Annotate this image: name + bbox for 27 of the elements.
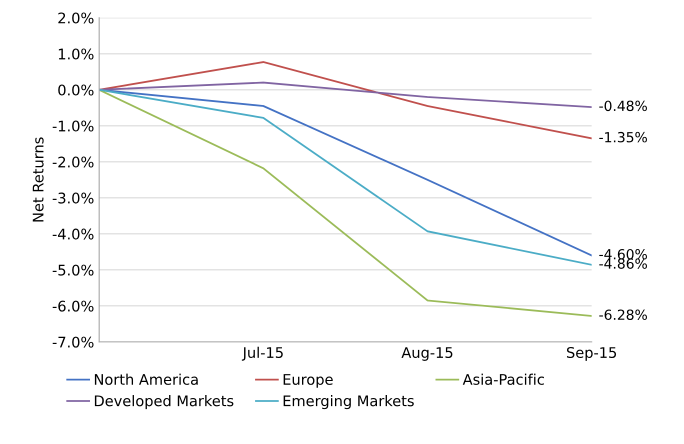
y-tick-label: 0.0% [58,84,94,96]
x-tick-label: Jul-15 [242,346,283,361]
x-tick-label: Aug-15 [401,347,452,361]
legend-label: Developed Markets [94,395,234,410]
legend-label: Asia-Pacific [462,374,544,385]
y-tick-label: -7.0% [52,336,94,348]
line-series [99,82,592,108]
y-tick-label: 2.0% [58,12,94,24]
legend-label: Europe [284,374,333,388]
legend-label: North America [94,374,198,385]
data-label: -1.35% [599,132,647,142]
line-series [99,61,592,140]
y-tick-label: -5.0% [52,264,94,276]
x-tick-label: Sep-15 [566,347,616,361]
y-tick-label: -2.0% [52,156,94,168]
y-tick-label: 1.0% [58,48,94,60]
y-tick-label: -1.0% [52,120,94,132]
data-label: -4.60% [599,248,647,260]
y-axis-title: Net Returns [32,137,44,222]
data-label: -0.48% [599,100,647,112]
y-tick-label: -4.0% [52,228,94,240]
y-tick-label: -3.0% [52,192,94,204]
data-label: -4.86% [599,258,647,269]
data-label: -6.28% [599,309,647,320]
legend-label: Emerging Markets [284,395,414,410]
line-series [99,88,592,317]
y-tick-label: -6.0% [52,300,94,312]
